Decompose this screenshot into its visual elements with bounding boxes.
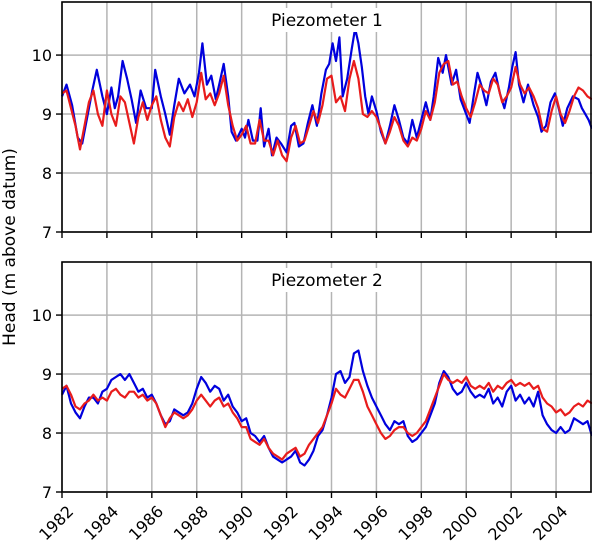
title-background xyxy=(265,268,389,292)
panel-2: 1982 1984 1986 1988 1990 1992 1994 1996 1998 2000… xyxy=(32,261,592,544)
axes-frame xyxy=(61,1,592,233)
x-tick-label: 1984 xyxy=(80,502,122,544)
y-tick-label: 9 xyxy=(42,105,52,124)
x-tick-label: 1982 xyxy=(35,502,77,544)
panel-1: 7 8 9 10 Piezometer 1 xyxy=(32,1,592,242)
series-line-red xyxy=(61,373,592,461)
panel-title: Piezometer 2 xyxy=(271,271,383,291)
axes-frame xyxy=(61,261,592,493)
x-tick-label: 1996 xyxy=(349,502,391,544)
y-tick-label: 10 xyxy=(32,46,52,65)
panel-title: Piezometer 1 xyxy=(271,11,383,31)
x-tick-label: 2004 xyxy=(529,502,571,544)
x-tick-label: 1990 xyxy=(215,502,257,544)
y-tick-label: 8 xyxy=(42,164,52,183)
x-tick-label: 2002 xyxy=(484,502,526,544)
x-tick-label: 1986 xyxy=(125,502,167,544)
y-tick-label: 7 xyxy=(42,223,52,242)
y-tick-label: 7 xyxy=(42,483,52,502)
x-tick-label: 1994 xyxy=(305,502,347,544)
y-tick-label: 9 xyxy=(42,365,52,384)
series-line-red xyxy=(61,59,592,163)
y-tick-label: 8 xyxy=(42,424,52,443)
series-line-blue xyxy=(61,349,592,467)
x-tick-label: 1998 xyxy=(394,502,436,544)
y-tick-label: 10 xyxy=(32,306,52,325)
series-line-blue xyxy=(60,27,592,157)
x-tick-label: 1992 xyxy=(260,502,302,544)
x-tick-label: 2000 xyxy=(439,502,481,544)
y-axis-label: Head (m above datum) xyxy=(0,148,20,346)
title-background xyxy=(265,8,389,32)
x-tick-label: 1988 xyxy=(170,502,212,544)
